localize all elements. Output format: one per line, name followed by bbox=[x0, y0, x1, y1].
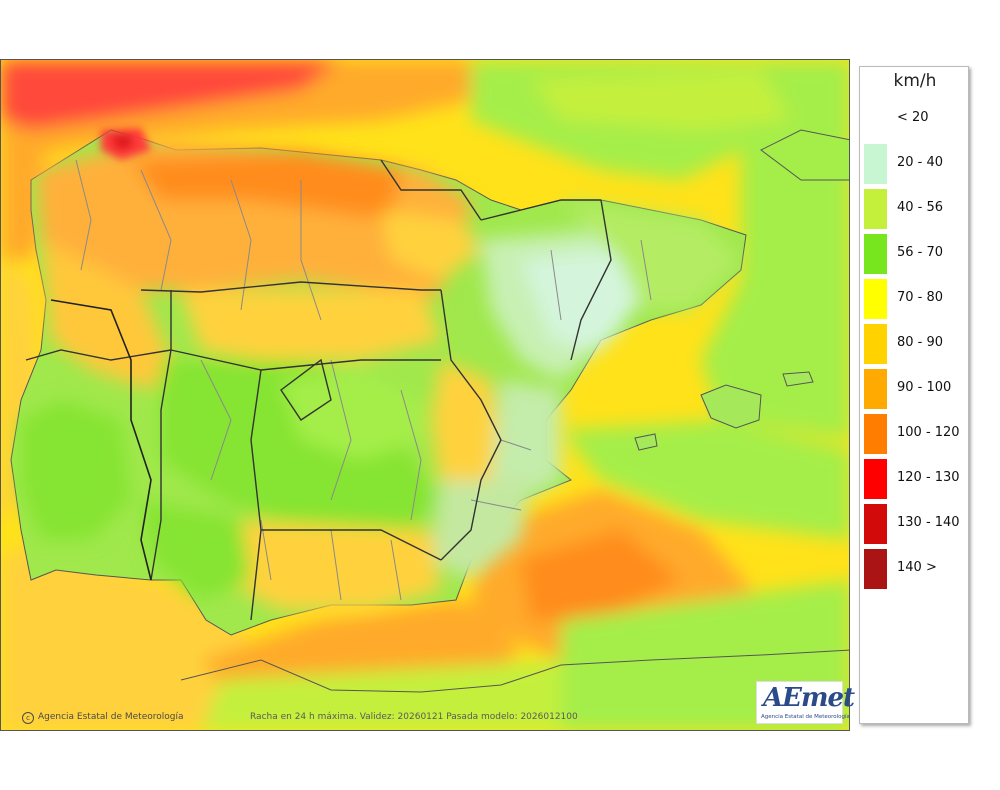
legend-label: 130 - 140 bbox=[897, 515, 960, 530]
legend-class: 120 - 130 bbox=[864, 459, 968, 499]
agency-credit: c Agencia Estatal de Meteorología bbox=[22, 712, 184, 724]
legend-class: 70 - 80 bbox=[864, 279, 968, 319]
legend-swatch bbox=[864, 324, 887, 364]
aemet-logo-subtitle: Agencia Estatal de Meteorología bbox=[761, 714, 850, 720]
spain-portugal-border bbox=[50, 299, 152, 581]
legend-class: 130 - 140 bbox=[864, 504, 968, 544]
region-borders bbox=[25, 159, 612, 621]
legend-class: < 20 bbox=[864, 99, 968, 139]
legend-label: < 20 bbox=[897, 110, 929, 125]
legend-swatch bbox=[864, 369, 887, 409]
aemet-logo-mark: AEmet bbox=[763, 683, 855, 713]
legend-class: 80 - 90 bbox=[864, 324, 968, 364]
legend-swatch bbox=[864, 234, 887, 274]
galicia-gust-maximum bbox=[101, 128, 151, 160]
legend-class: 56 - 70 bbox=[864, 234, 968, 274]
mallorca-island bbox=[700, 384, 762, 429]
copyright-icon: c bbox=[22, 712, 34, 724]
legend-class: 40 - 56 bbox=[864, 189, 968, 229]
province-borders bbox=[75, 159, 652, 601]
ibiza-island bbox=[634, 433, 658, 451]
legend-swatch bbox=[864, 459, 887, 499]
african-coast bbox=[180, 649, 849, 693]
legend-swatch bbox=[864, 504, 887, 544]
legend-label: 80 - 90 bbox=[897, 335, 944, 350]
legend-label: 20 - 40 bbox=[897, 155, 944, 170]
corsica-coast bbox=[760, 129, 849, 181]
map-canvas bbox=[1, 60, 849, 730]
legend-panel: km/h < 20 20 - 40 40 - 56 56 - 70 70 - 80 80 … bbox=[859, 66, 969, 724]
map-caption: Racha en 24 h máxima. Validez: 20260121 … bbox=[250, 712, 578, 722]
legend-class: 140 > bbox=[864, 549, 968, 589]
legend-label: 100 - 120 bbox=[897, 425, 960, 440]
aemet-logo: AEmet Agencia Estatal de Meteorología bbox=[756, 681, 855, 724]
legend-swatch bbox=[864, 549, 887, 589]
legend-class: 20 - 40 bbox=[864, 144, 968, 184]
legend-swatch bbox=[864, 99, 887, 139]
agency-credit-text: Agencia Estatal de Meteorología bbox=[38, 712, 184, 722]
legend-label: 140 > bbox=[897, 560, 937, 575]
legend-class: 100 - 120 bbox=[864, 414, 968, 454]
legend-swatch bbox=[864, 144, 887, 184]
legend-label: 40 - 56 bbox=[897, 200, 944, 215]
legend-label: 70 - 80 bbox=[897, 290, 944, 305]
legend-label: 90 - 100 bbox=[897, 380, 952, 395]
legend-swatch bbox=[864, 414, 887, 454]
legend-swatch bbox=[864, 279, 887, 319]
wind-gust-map bbox=[0, 59, 850, 731]
legend-label: 120 - 130 bbox=[897, 470, 960, 485]
legend-swatch bbox=[864, 189, 887, 229]
legend-unit: km/h bbox=[893, 71, 937, 91]
land-wind-zones bbox=[21, 140, 741, 610]
legend-label: 56 - 70 bbox=[897, 245, 944, 260]
menorca-island bbox=[782, 371, 814, 387]
legend-class: 90 - 100 bbox=[864, 369, 968, 409]
